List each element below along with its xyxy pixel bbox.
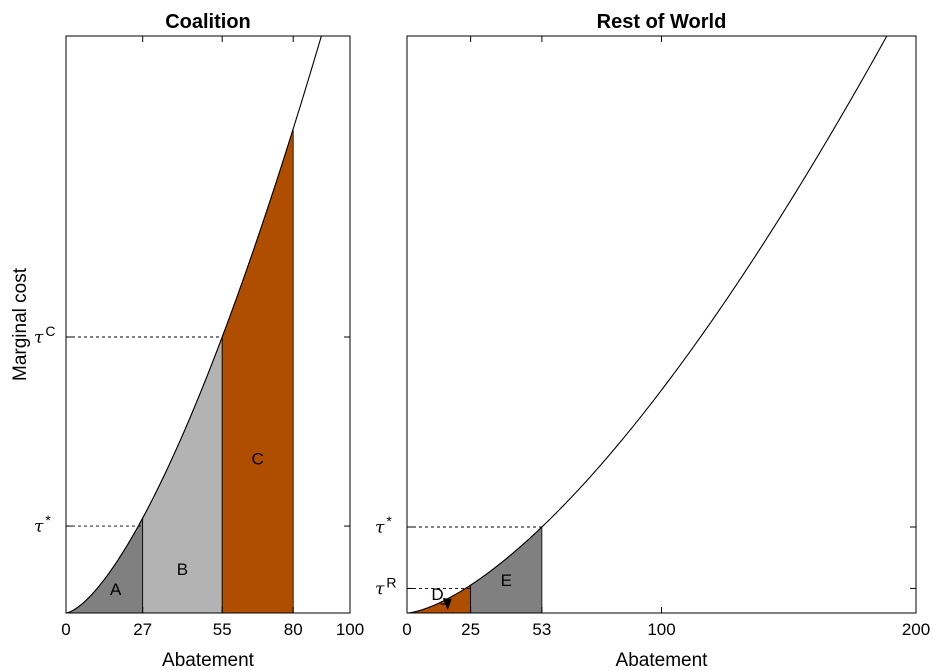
x-axis-label: Abatement <box>616 650 709 671</box>
y-axis-label: Marginal cost <box>10 267 31 381</box>
region-label-b: B <box>177 560 188 579</box>
region-a <box>65 517 144 614</box>
x-tick-label: 200 <box>902 620 930 639</box>
y-tick-label: τ * <box>34 512 51 537</box>
tau-superscript: R <box>386 574 396 590</box>
x-tick-label: 27 <box>133 620 152 639</box>
x-tick-label: 80 <box>284 620 303 639</box>
x-tick-label: 100 <box>336 620 364 639</box>
marginal-cost-curve <box>407 36 888 613</box>
x-axis-label: Abatement <box>162 650 255 671</box>
region-d-arrow-head <box>442 598 452 610</box>
region-c <box>221 128 294 614</box>
tau-superscript: * <box>386 513 392 529</box>
chart-title: Coalition <box>165 11 251 33</box>
x-tick-label: 53 <box>532 620 551 639</box>
y-tick-label: τ * <box>375 513 392 538</box>
region-label-d: D <box>431 585 443 604</box>
x-tick-label: 100 <box>647 620 675 639</box>
tau-symbol: τ <box>375 518 385 538</box>
tau-superscript: * <box>45 512 51 528</box>
tau-symbol: τ <box>34 328 44 348</box>
region-e <box>470 526 543 614</box>
x-tick-label: 55 <box>213 620 232 639</box>
plot-frame <box>406 35 917 614</box>
region-label-e: E <box>501 571 512 590</box>
tau-superscript: C <box>45 323 55 339</box>
region-label-c: C <box>252 449 264 468</box>
x-tick-label: 0 <box>61 620 70 639</box>
x-tick-label: 0 <box>402 620 411 639</box>
tau-symbol: τ <box>34 517 44 537</box>
region-label-a: A <box>110 580 122 599</box>
tau-symbol: τ <box>375 579 385 599</box>
plot-frame <box>65 35 351 614</box>
marginal-cost-curve <box>66 36 322 613</box>
x-tick-label: 25 <box>461 620 480 639</box>
chart-title: Rest of World <box>597 11 727 33</box>
